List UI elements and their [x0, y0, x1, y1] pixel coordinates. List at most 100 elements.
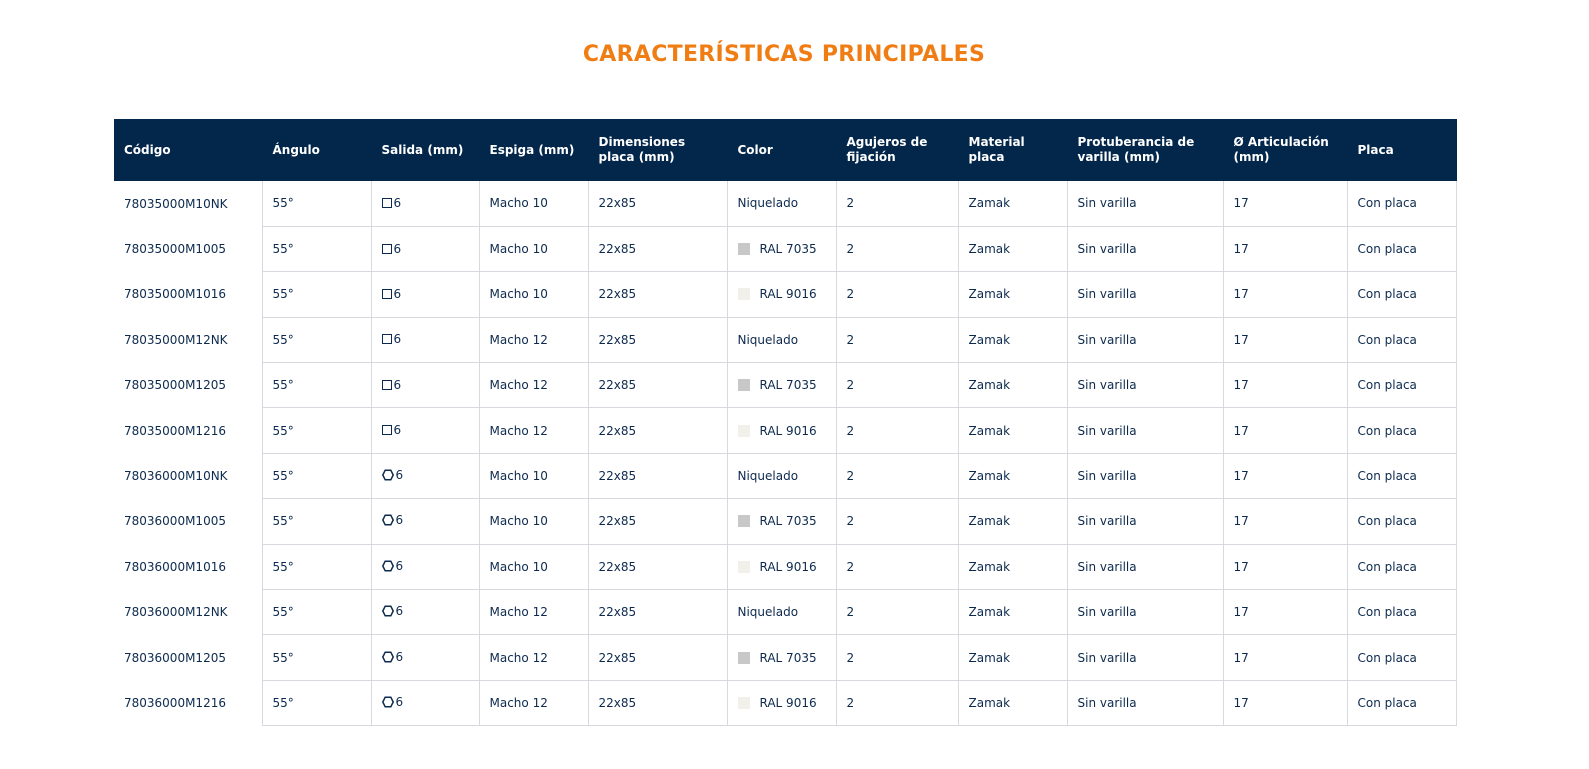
cell-color: Niquelado [727, 317, 837, 364]
cell-angulo: 55° [262, 271, 372, 318]
cell-material: Zamak [958, 181, 1068, 227]
hexagon-icon [381, 605, 394, 617]
header-dimensiones: Dimensiones placa (mm) [588, 119, 728, 181]
cell-articulacion: 17 [1223, 544, 1348, 591]
cell-dimensiones: 22x85 [588, 544, 728, 591]
color-label: RAL 9016 [759, 559, 817, 574]
cell-material: Zamak [958, 226, 1068, 273]
cell-codigo: 78035000M12NK [114, 317, 263, 363]
cell-dimensiones: 22x85 [588, 181, 728, 227]
color-label: RAL 7035 [759, 650, 817, 665]
hexagon-icon [381, 696, 394, 708]
cell-angulo: 55° [262, 226, 372, 273]
header-codigo: Código [114, 119, 263, 181]
color-swatch [737, 560, 750, 573]
cell-material: Zamak [958, 271, 1068, 318]
square-icon [381, 288, 392, 299]
cell-material: Zamak [958, 634, 1068, 681]
cell-dimensiones: 22x85 [588, 589, 728, 636]
cell-salida: 6 [371, 271, 480, 318]
cell-angulo: 55° [262, 181, 372, 227]
cell-agujeros: 2 [836, 498, 959, 545]
cell-codigo: 78036000M10NK [114, 453, 263, 499]
cell-material: Zamak [958, 453, 1068, 500]
cell-dimensiones: 22x85 [588, 317, 728, 364]
color-label: RAL 7035 [759, 514, 817, 529]
cell-salida: 6 [371, 317, 480, 364]
cell-dimensiones: 22x85 [588, 271, 728, 318]
salida-value: 6 [381, 196, 401, 210]
salida-number: 6 [395, 513, 404, 528]
header-salida: Salida (mm) [371, 119, 480, 181]
cell-dimensiones: 22x85 [588, 362, 728, 409]
cell-color: RAL 7035 [727, 634, 837, 681]
cell-codigo: 78036000M1205 [114, 634, 263, 681]
cell-protuberancia: Sin varilla [1067, 498, 1224, 545]
color-swatch [737, 243, 750, 256]
salida-number: 6 [393, 423, 402, 438]
table-row: 78036000M1005 55° 6 Macho 10 22x85 RAL 7035 2 Z… [114, 498, 1457, 545]
cell-dimensiones: 22x85 [588, 407, 728, 454]
cell-material: Zamak [958, 362, 1068, 409]
table-row: 78035000M10NK 55° 6 Macho 10 22x85 Niquelado 2… [114, 181, 1457, 227]
cell-protuberancia: Sin varilla [1067, 634, 1224, 681]
salida-value: 6 [381, 650, 403, 664]
cell-protuberancia: Sin varilla [1067, 680, 1224, 727]
cell-angulo: 55° [262, 498, 372, 545]
salida-number: 6 [393, 377, 402, 392]
color-swatch [737, 515, 750, 528]
table-row: 78036000M10NK 55° 6 Macho 10 22x85 Niquelado 2… [114, 453, 1457, 500]
salida-number: 6 [395, 694, 404, 709]
cell-espiga: Macho 12 [479, 589, 589, 636]
cell-placa: Con placa [1347, 498, 1457, 545]
cell-dimensiones: 22x85 [588, 498, 728, 545]
cell-protuberancia: Sin varilla [1067, 407, 1224, 454]
cell-agujeros: 2 [836, 634, 959, 681]
salida-number: 6 [395, 604, 404, 619]
cell-dimensiones: 22x85 [588, 226, 728, 273]
header-color: Color [727, 119, 837, 181]
table-body: 78035000M10NK 55° 6 Macho 10 22x85 Niquelado 2… [114, 181, 1457, 727]
cell-articulacion: 17 [1223, 226, 1348, 273]
cell-material: Zamak [958, 317, 1068, 364]
header-espiga: Espiga (mm) [479, 119, 589, 181]
salida-value: 6 [381, 694, 404, 709]
cell-protuberancia: Sin varilla [1067, 544, 1224, 591]
table-row: 78035000M1205 55° 6 Macho 12 22x85 RAL 7035 2 Z… [114, 362, 1457, 409]
cell-protuberancia: Sin varilla [1067, 271, 1224, 318]
cell-articulacion: 17 [1223, 453, 1348, 500]
cell-salida: 6 [371, 634, 480, 681]
cell-placa: Con placa [1347, 407, 1457, 454]
color-label: RAL 9016 [759, 423, 817, 438]
cell-salida: 6 [371, 181, 480, 227]
cell-color: Niquelado [727, 589, 837, 636]
cell-agujeros: 2 [836, 226, 959, 273]
cell-color: RAL 9016 [727, 271, 837, 318]
table-row: 78036000M1205 55° 6 Macho 12 22x85 RAL 7035 2 Z… [114, 634, 1457, 681]
table-row: 78035000M1016 55° 6 Macho 10 22x85 RAL 9016 2 Z… [114, 271, 1457, 318]
table-row: 78036000M12NK 55° 6 Macho 12 22x85 Niquelado 2… [114, 589, 1457, 636]
cell-espiga: Macho 10 [479, 226, 589, 273]
cell-articulacion: 17 [1223, 498, 1348, 545]
cell-placa: Con placa [1347, 317, 1457, 364]
cell-placa: Con placa [1347, 589, 1457, 636]
cell-salida: 6 [371, 544, 480, 591]
hexagon-icon [381, 651, 394, 663]
cell-articulacion: 17 [1223, 271, 1348, 318]
cell-espiga: Macho 10 [479, 498, 589, 545]
salida-value: 6 [381, 332, 402, 347]
cell-agujeros: 2 [836, 362, 959, 409]
cell-color: Niquelado [727, 181, 837, 227]
salida-value: 6 [381, 423, 402, 438]
cell-protuberancia: Sin varilla [1067, 317, 1224, 364]
salida-value: 6 [381, 604, 404, 619]
cell-color: Niquelado [727, 453, 837, 500]
color-label: Niquelado [737, 196, 799, 211]
header-agujeros: Agujeros de fijación [836, 119, 959, 181]
salida-number: 6 [393, 332, 402, 347]
cell-agujeros: 2 [836, 589, 959, 636]
cell-codigo: 78036000M1216 [114, 680, 263, 726]
cell-agujeros: 2 [836, 680, 959, 727]
salida-value: 6 [381, 468, 403, 482]
cell-color: RAL 9016 [727, 407, 837, 454]
